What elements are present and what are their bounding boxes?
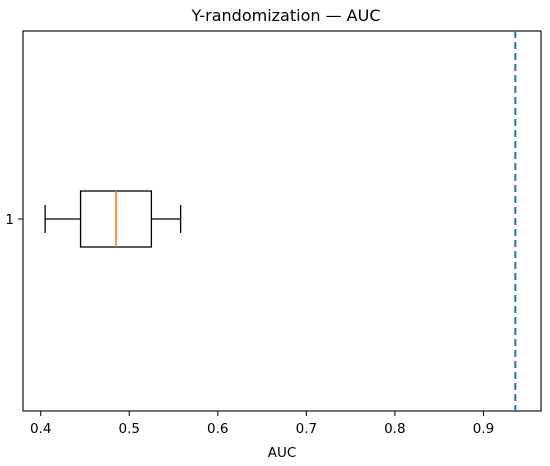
x-tick-label: 0.6 bbox=[207, 421, 228, 437]
x-axis-label: AUC bbox=[268, 445, 297, 461]
x-tick-label: 0.9 bbox=[473, 421, 494, 437]
chart-title: Y-randomization — AUC bbox=[191, 6, 381, 25]
y-tick-label: 1 bbox=[5, 212, 14, 228]
x-tick-label: 0.7 bbox=[296, 421, 317, 437]
x-tick-label: 0.5 bbox=[119, 421, 140, 437]
x-tick-label: 0.4 bbox=[30, 421, 51, 437]
plot-area bbox=[22, 30, 542, 412]
x-tick-label: 0.8 bbox=[384, 421, 405, 437]
